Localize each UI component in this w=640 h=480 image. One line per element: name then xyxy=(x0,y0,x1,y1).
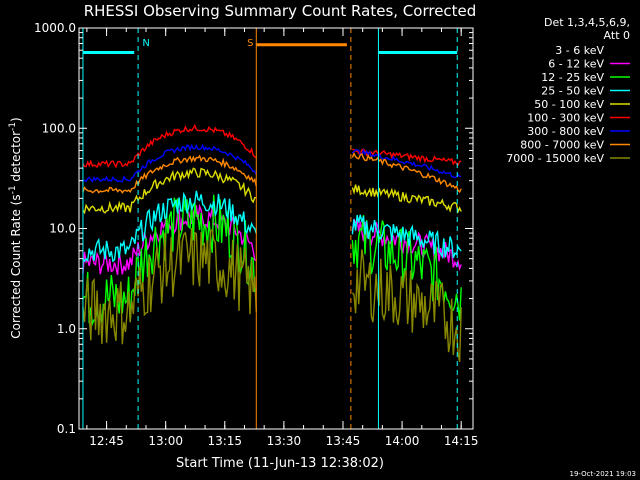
y-tick-label: 100.0 xyxy=(42,121,76,135)
marker-label: N xyxy=(142,38,149,49)
x-tick-label: 13:15 xyxy=(207,434,242,448)
y-axis-label-end: ) xyxy=(9,117,23,122)
legend-label: 800 - 7000 keV xyxy=(520,139,604,152)
y-tick-label: 1000.0 xyxy=(34,21,76,35)
x-axis-label: Start Time (11-Jun-13 12:38:02) xyxy=(176,456,384,471)
series-line-post xyxy=(351,151,462,194)
y-axis-label-tail: detector xyxy=(9,131,23,186)
series-line-pre xyxy=(82,154,257,194)
legend-label: 7000 - 15000 keV xyxy=(506,152,604,165)
y-tick-label: 1.0 xyxy=(57,322,76,336)
x-tick-label: 13:30 xyxy=(267,434,302,448)
generation-timestamp: 19-Oct-2021 19:03 xyxy=(570,470,636,478)
series-line-pre xyxy=(82,167,257,215)
plot-area: N S 12:45 13:00 13:15 13:30 13:45 14:00 14:15 0… xyxy=(34,21,478,448)
x-tick-label: 14:00 xyxy=(385,434,420,448)
series-line-pre xyxy=(82,143,257,183)
series-line-post xyxy=(351,249,462,363)
series-line-pre xyxy=(82,227,257,345)
chart-title: RHESSI Observing Summary Count Rates, Co… xyxy=(84,2,477,20)
legend-label: 50 - 100 keV xyxy=(534,98,604,111)
y-axis-label-sup: -1 xyxy=(8,185,18,194)
y-axis-label-main: Corrected Count Rate (s xyxy=(9,194,23,338)
legend-label: 300 - 800 keV xyxy=(527,125,604,138)
series-line-post xyxy=(351,214,462,260)
legend-label: 12 - 25 keV xyxy=(541,71,604,84)
legend-label: 25 - 50 keV xyxy=(541,85,604,98)
y-tick-label: 10.0 xyxy=(49,222,76,236)
x-tick-label: 14:15 xyxy=(444,434,479,448)
legend-label: 3 - 6 keV xyxy=(555,44,604,57)
y-axis-label-sup2: -1 xyxy=(8,122,18,131)
legend-header-detectors: Det 1,3,4,5,6,9, xyxy=(544,16,630,29)
x-tick-label: 13:00 xyxy=(148,434,183,448)
series-line-post xyxy=(351,184,462,215)
series-line-pre xyxy=(82,123,257,169)
series-line-pre xyxy=(82,194,257,327)
y-tick-label: 0.1 xyxy=(57,422,76,436)
legend-label: 100 - 300 keV xyxy=(527,112,604,125)
x-tick-label: 12:45 xyxy=(89,434,124,448)
marker-label: S xyxy=(247,38,253,49)
series-line-post xyxy=(351,148,462,179)
legend-header-attenuator: Att 0 xyxy=(604,29,630,42)
series-line-pre xyxy=(82,190,257,263)
legend-label: 6 - 12 keV xyxy=(548,58,604,71)
x-tick-label: 13:45 xyxy=(326,434,361,448)
y-axis-label: Corrected Count Rate (s-1 detector-1) xyxy=(8,117,23,338)
